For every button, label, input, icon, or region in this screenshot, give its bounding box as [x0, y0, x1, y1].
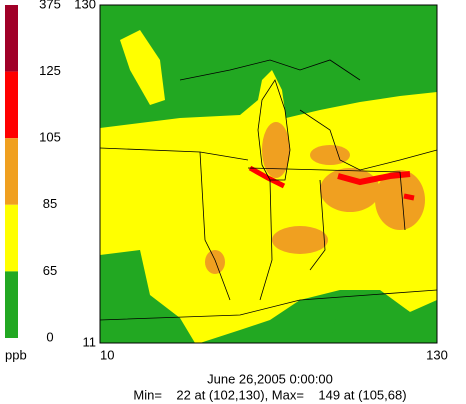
red-streak	[403, 193, 415, 201]
green-region	[100, 250, 195, 343]
colorbar-tick-label: 125	[39, 63, 61, 78]
boundaries	[99, 59, 438, 321]
colorbar-segment	[5, 71, 18, 139]
map-frame	[99, 4, 438, 344]
lake-outline	[179, 59, 361, 81]
colorbar-tick-label: 0	[46, 329, 53, 344]
colorbar: 375 125 105 85 65 0	[5, 0, 61, 344]
yellow-region	[120, 30, 165, 105]
map	[99, 4, 438, 344]
yellow-region	[100, 70, 437, 343]
state-line	[247, 167, 406, 231]
lake-outline	[257, 79, 291, 181]
red-streak	[248, 165, 286, 189]
y-top-label: 130	[74, 0, 96, 11]
colorbar-segment	[5, 271, 18, 338]
colorbar-tick-label: 105	[39, 130, 61, 145]
state-line	[259, 179, 273, 301]
colorbar-tick-label: 375	[39, 0, 61, 11]
state-line	[99, 289, 438, 321]
orange-area	[272, 226, 328, 254]
orange-area	[262, 122, 290, 178]
colorbar-tick-label: 65	[43, 263, 57, 278]
colorbar-segment	[5, 5, 18, 72]
y-bottom-label: 11	[83, 334, 97, 349]
x-right-label: 130	[426, 347, 448, 362]
lake-outline	[299, 109, 438, 171]
green-region	[330, 292, 437, 343]
colorbar-segment	[5, 204, 18, 272]
stats: Min= 22 at (102,130), Max= 149 at (105,6…	[133, 387, 406, 402]
x-left-label: 10	[100, 347, 114, 362]
colorbar-segment	[5, 138, 18, 205]
orange-area	[375, 170, 425, 230]
orange-area	[205, 250, 225, 274]
unit-label: ppb	[5, 347, 27, 362]
title: June 26,2005 0:00:00	[207, 371, 333, 386]
state-line	[199, 151, 231, 301]
colorbar-tick-label: 85	[43, 196, 57, 211]
state-line	[309, 179, 326, 271]
orange-area	[320, 168, 380, 212]
